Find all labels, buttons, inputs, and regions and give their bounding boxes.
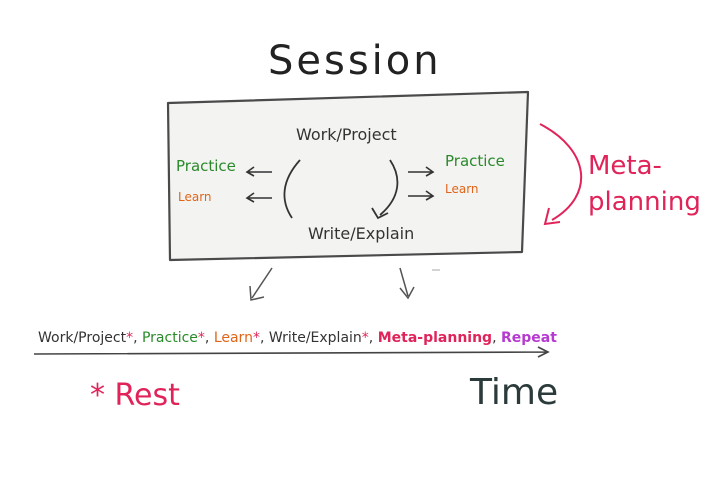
down-arrow-left: [249, 267, 273, 301]
left-learn-label: Learn: [178, 190, 212, 204]
timeline-item-learn: Learn: [213, 330, 253, 346]
diagram-title: Session: [268, 38, 442, 84]
rest-asterisk: *: [361, 330, 369, 346]
arrow-right-learn: [408, 190, 435, 201]
right-learn-label: Learn: [445, 182, 479, 196]
arrow-left-learn: [245, 192, 272, 203]
meta-bracket-head: [543, 207, 561, 226]
rest-asterisk: *: [126, 330, 134, 346]
cycle-arc-left: [283, 159, 301, 219]
timeline-axis: [33, 346, 550, 358]
rest-asterisk: *: [197, 330, 205, 346]
left-practice-label: Practice: [176, 157, 236, 175]
timeline-item-meta-planning: Meta-planning: [377, 330, 493, 346]
meta-bracket: [539, 123, 583, 221]
cycle-arc-right: [379, 159, 399, 216]
arrow-right-practice: [408, 166, 435, 177]
session-box: [166, 90, 530, 262]
meta-planning-note: Meta-planning: [588, 151, 701, 217]
time-axis-label: Time: [470, 372, 559, 413]
timeline-item-practice: Practice: [141, 330, 198, 346]
cycle-arrowhead: [371, 207, 389, 220]
timeline-item-write-explain: Write/Explain: [268, 330, 362, 346]
arrow-left-practice: [245, 166, 272, 177]
rest-asterisk: *: [252, 330, 260, 346]
timeline-sequence: Work/Project*, Practice*, Learn*, Write/…: [38, 330, 557, 346]
timeline-item-repeat: Repeat: [500, 330, 557, 346]
rest-footnote: * Rest: [90, 378, 180, 413]
timeline-item-work-project: Work/Project: [38, 330, 127, 346]
right-practice-label: Practice: [445, 152, 505, 170]
box-label-work-project: Work/Project: [296, 125, 397, 144]
box-label-write-explain: Write/Explain: [308, 224, 415, 243]
down-arrow-right: [399, 267, 415, 300]
